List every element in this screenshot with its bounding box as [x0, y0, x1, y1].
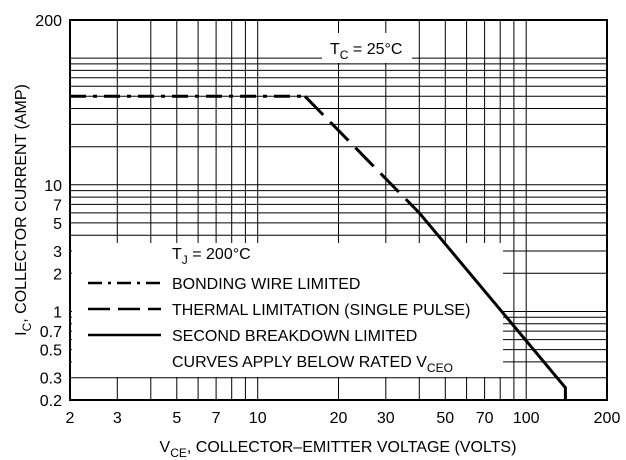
y-tick-label: 1	[53, 305, 62, 322]
x-tick-label: 200	[594, 410, 621, 427]
y-tick-label: 0.3	[40, 371, 62, 388]
x-tick-label: 50	[436, 410, 454, 427]
x-tick-label: 100	[513, 410, 540, 427]
plot-frame	[69, 19, 608, 401]
legend-footer: CURVES APPLY BELOW RATED VCEO	[172, 354, 453, 375]
annotation-tc: TC = 25°C	[330, 41, 402, 62]
y-tick-label: 10	[44, 178, 62, 195]
x-axis-title: VCE, COLLECTOR–EMITTER VOLTAGE (VOLTS)	[160, 439, 517, 460]
series-line-2	[303, 95, 421, 214]
x-tick-label: 30	[377, 410, 395, 427]
x-tick-label: 5	[172, 410, 181, 427]
x-tick-label: 10	[249, 410, 267, 427]
y-tick-label: 7	[53, 197, 62, 214]
legend-box	[72, 243, 503, 377]
x-tick-label: 7	[212, 410, 221, 427]
y-tick-label: 200	[35, 13, 62, 30]
annotation-box	[322, 33, 412, 63]
legend-label-bonding-wire: BONDING WIRE LIMITED	[172, 276, 360, 293]
legend-header: TJ = 200°C	[172, 246, 251, 267]
x-tick-labels: 2 3 5 7 10 20 30 50 70 100 200	[66, 410, 621, 427]
y-tick-label: 3	[53, 244, 62, 261]
x-tick-label: 2	[66, 410, 75, 427]
y-tick-label: 5	[53, 216, 62, 233]
y-tick-label: 0.7	[40, 324, 62, 341]
legend-label-thermal: THERMAL LIMITATION (SINGLE PULSE)	[172, 302, 470, 319]
y-tick-labels: 0.2 0.3 0.5 0.7 1 2 3 5 7 10 200	[35, 13, 62, 410]
x-tick-label: 70	[476, 410, 494, 427]
y-tick-label: 0.5	[40, 343, 62, 360]
series-line-3	[418, 211, 567, 400]
x-tick-label: 3	[113, 410, 122, 427]
y-tick-label: 2	[53, 266, 62, 283]
y-tick-label: 0.2	[40, 393, 62, 410]
x-tick-label: 20	[330, 410, 348, 427]
series-group	[70, 94, 567, 400]
legend-label-second-breakdown: SECOND BREAKDOWN LIMITED	[172, 328, 417, 345]
y-axis-title: IC, COLLECTOR CURRENT (AMP)	[13, 84, 34, 336]
